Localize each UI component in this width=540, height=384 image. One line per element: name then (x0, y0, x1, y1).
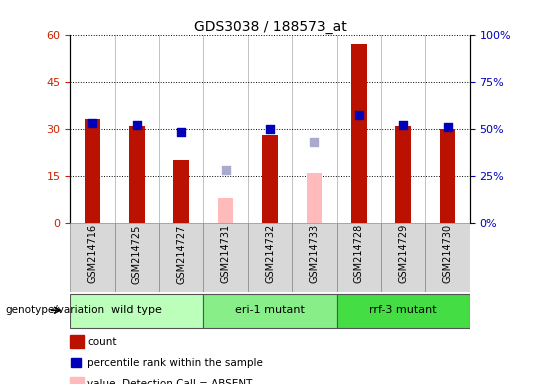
Bar (218, 198, 233, 223)
Bar (381, 223, 426, 292)
Point (177, 129, 186, 136)
Point (132, 122, 141, 128)
Bar (262, 135, 278, 223)
Text: wild type: wild type (111, 305, 162, 315)
Text: percentile rank within the sample: percentile rank within the sample (87, 358, 264, 368)
Bar (395, 126, 411, 223)
Bar (426, 223, 470, 292)
Text: GSM214725: GSM214725 (132, 224, 142, 283)
Bar (351, 44, 367, 223)
Text: GSM214733: GSM214733 (309, 224, 319, 283)
Bar (159, 223, 204, 292)
Text: eri-1 mutant: eri-1 mutant (235, 305, 305, 315)
Bar (336, 294, 470, 328)
Text: count: count (87, 337, 117, 347)
Bar (307, 172, 322, 223)
Point (399, 122, 408, 128)
Point (266, 126, 274, 132)
Text: rrf-3 mutant: rrf-3 mutant (369, 305, 437, 315)
Bar (114, 223, 159, 292)
Text: GSM214716: GSM214716 (87, 224, 97, 283)
Bar (204, 294, 336, 328)
Text: GSM214728: GSM214728 (354, 224, 364, 283)
Text: GSM214732: GSM214732 (265, 224, 275, 283)
Bar (440, 129, 455, 223)
Text: GSM214729: GSM214729 (398, 224, 408, 283)
Bar (70, 223, 114, 292)
Bar (70, 294, 204, 328)
Point (310, 139, 319, 145)
Bar (292, 223, 336, 292)
Bar (204, 223, 248, 292)
Text: GSM214730: GSM214730 (443, 224, 453, 283)
Bar (248, 223, 292, 292)
Title: GDS3038 / 188573_at: GDS3038 / 188573_at (194, 20, 346, 33)
Point (443, 124, 452, 130)
Bar (85, 119, 100, 223)
Bar (336, 223, 381, 292)
Text: genotype/variation: genotype/variation (5, 305, 105, 315)
Text: value, Detection Call = ABSENT: value, Detection Call = ABSENT (87, 379, 253, 384)
Point (88, 120, 97, 126)
Bar (173, 160, 189, 223)
Point (354, 113, 363, 119)
Text: GSM214727: GSM214727 (176, 224, 186, 283)
Point (221, 167, 230, 173)
Text: GSM214731: GSM214731 (221, 224, 231, 283)
Bar (129, 126, 145, 223)
